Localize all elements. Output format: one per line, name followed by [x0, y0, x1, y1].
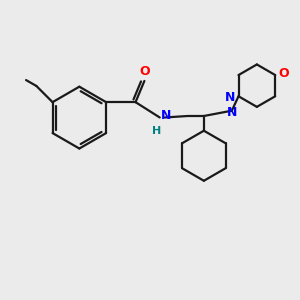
Text: N: N [161, 110, 172, 122]
Text: O: O [139, 65, 150, 78]
Text: H: H [152, 126, 161, 136]
Text: N: N [226, 106, 237, 119]
Text: N: N [225, 91, 235, 104]
Text: O: O [279, 67, 289, 80]
